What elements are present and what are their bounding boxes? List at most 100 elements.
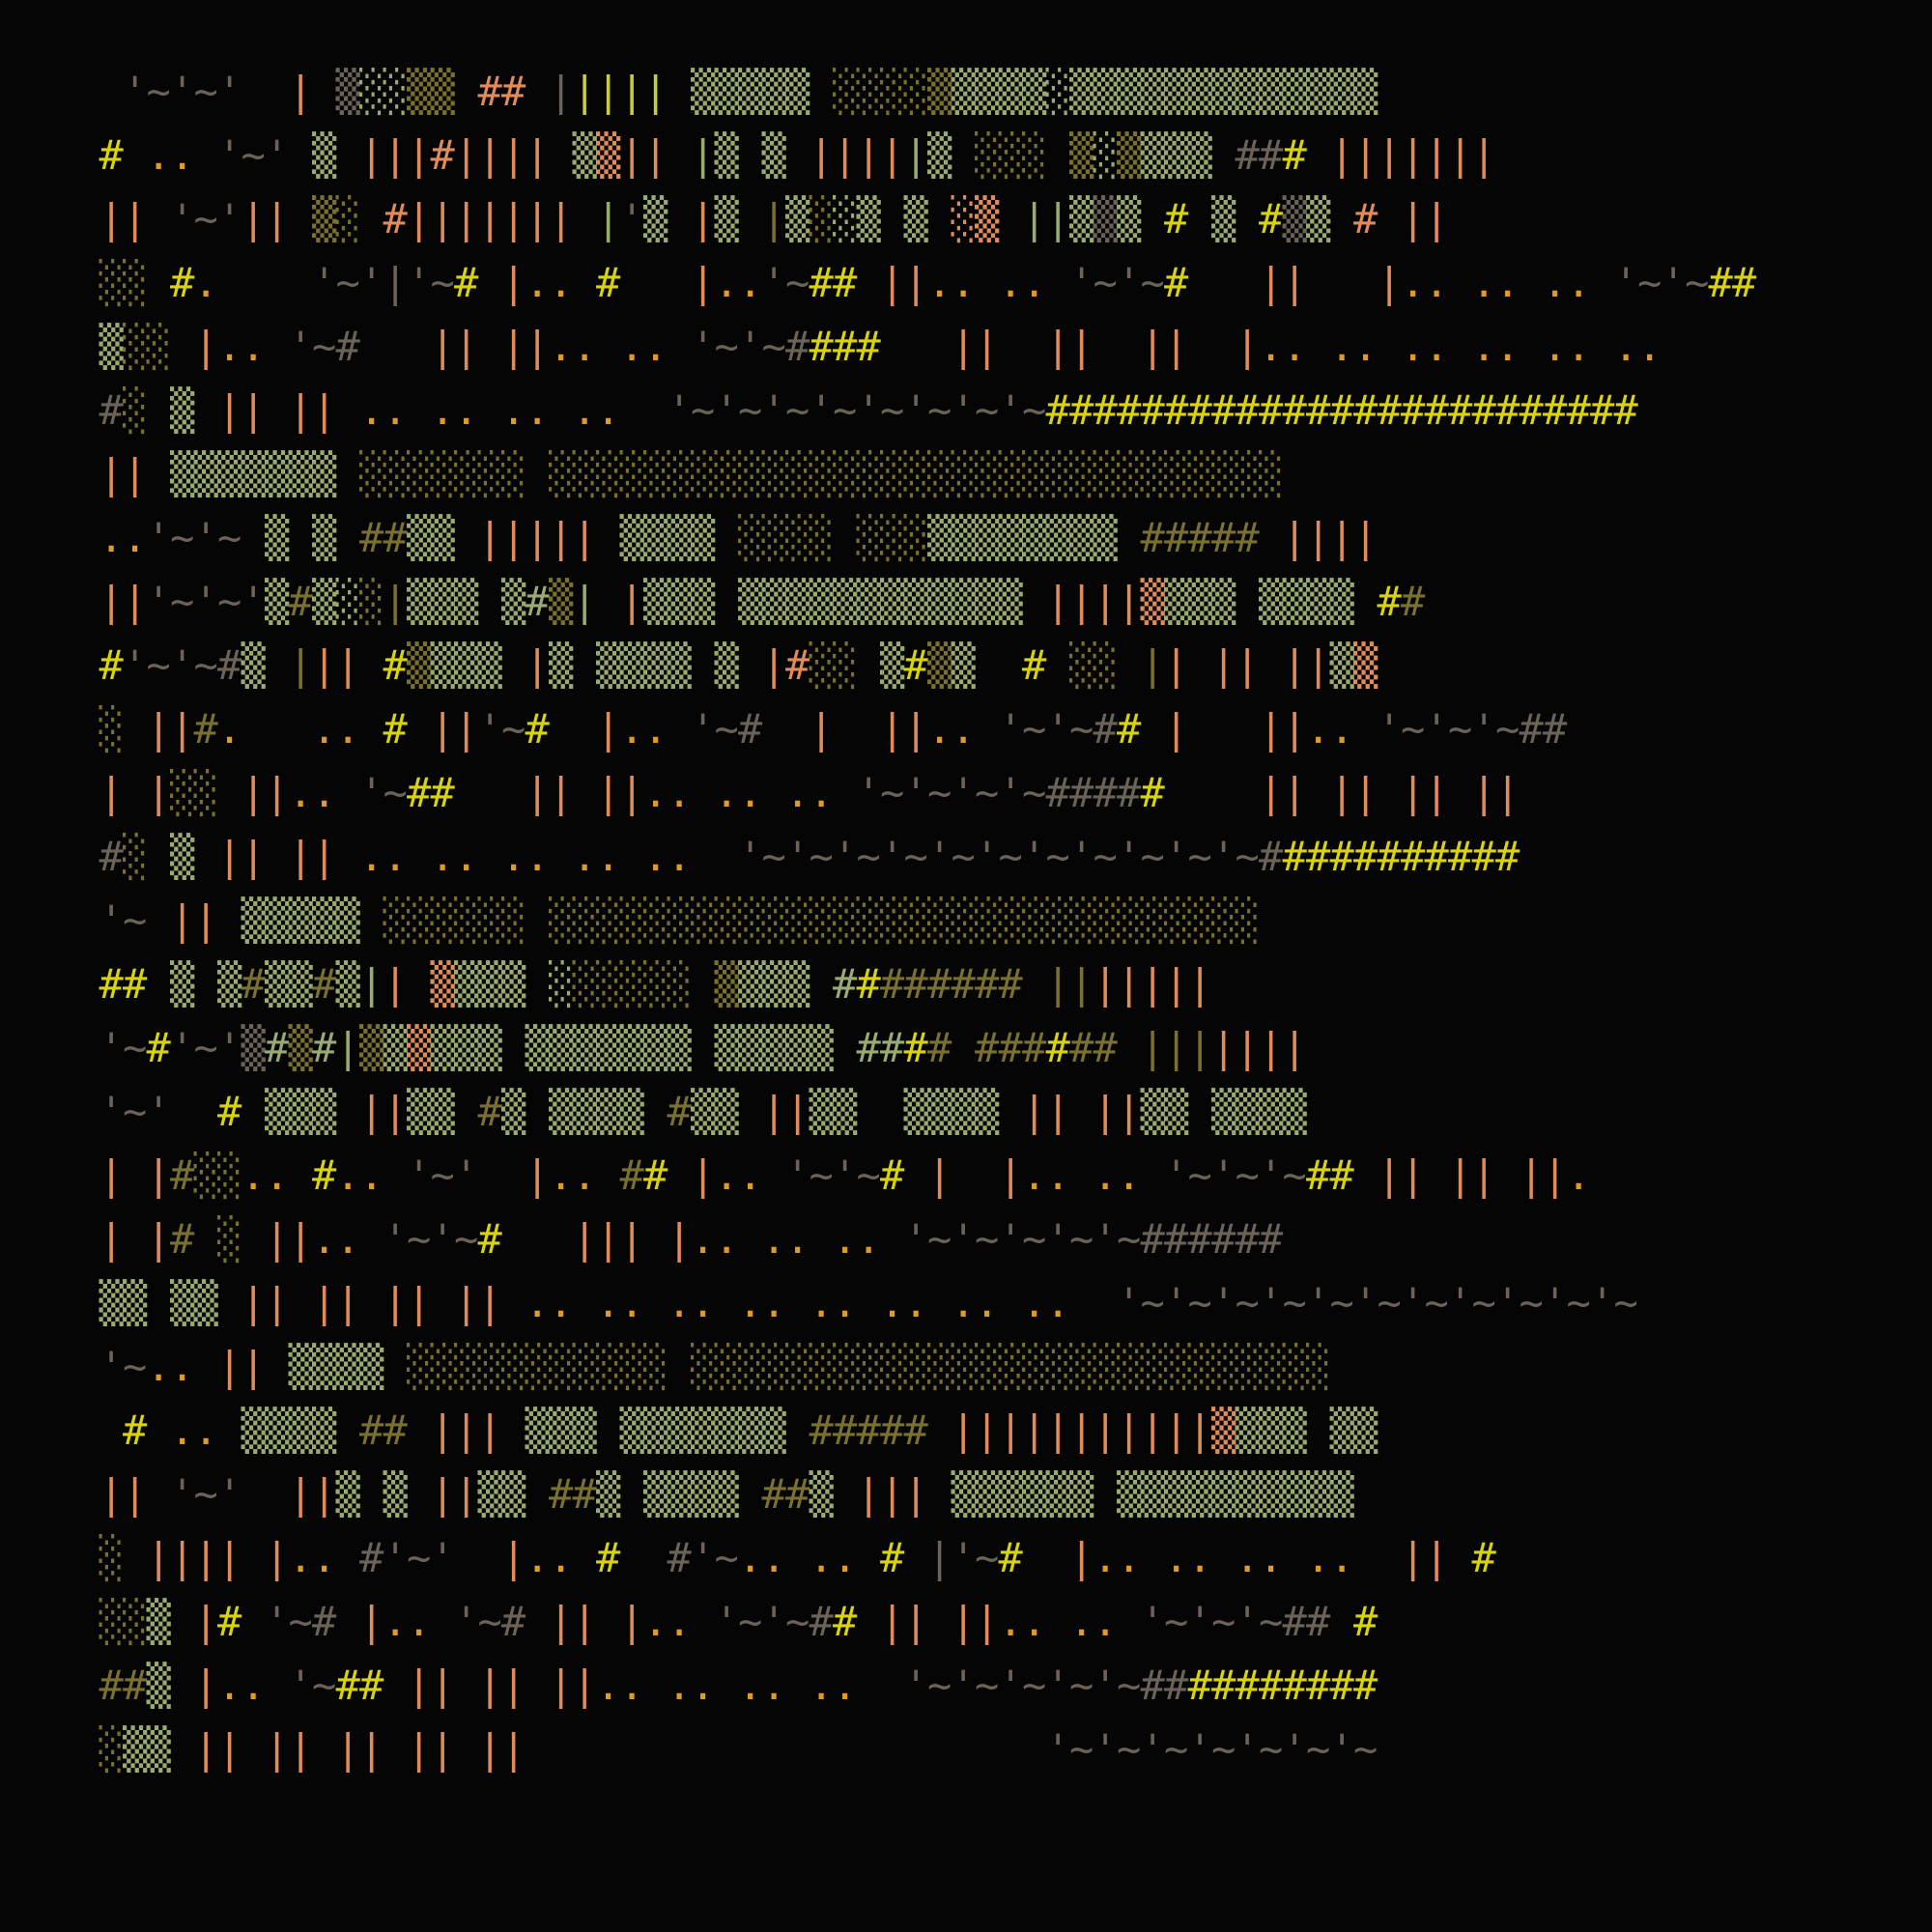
pipe-glyph: |: [572, 1215, 597, 1263]
medium-shade-block: ▒: [407, 514, 432, 561]
space-glyph: [1378, 761, 1402, 825]
hash-glyph: #: [785, 1470, 810, 1518]
period-glyph: .: [549, 1534, 574, 1581]
space-glyph: [1188, 634, 1212, 697]
pipe-glyph: |: [312, 1279, 337, 1326]
pipe-glyph: |: [691, 1151, 716, 1199]
space-glyph: [1306, 1399, 1330, 1463]
period-glyph: .: [170, 1406, 195, 1454]
period-glyph: .: [572, 1151, 597, 1199]
period-glyph: .: [407, 1598, 432, 1645]
light-shade-block: ░: [951, 1343, 976, 1390]
pipe-glyph: |: [1235, 1024, 1260, 1071]
pipe-glyph: |: [643, 68, 668, 115]
hash-glyph: #: [809, 1598, 834, 1645]
medium-shade-block: ▒: [1187, 68, 1212, 115]
medium-shade-block: ▒: [1022, 514, 1047, 561]
tilde-glyph: ~: [1471, 1279, 1496, 1326]
space-glyph: [1022, 1718, 1046, 1781]
period-glyph: .: [691, 1662, 716, 1709]
medium-shade-block: ▒: [170, 450, 195, 497]
light-shade-block: ░: [643, 1343, 668, 1390]
period-glyph: .: [809, 1279, 834, 1326]
period-glyph: .: [596, 1279, 621, 1326]
medium-shade-block: ▒: [596, 1088, 621, 1135]
tilde-glyph: ~: [217, 514, 242, 561]
space-glyph: [242, 697, 266, 761]
period-glyph: .: [1424, 259, 1449, 306]
space-glyph: [336, 1526, 360, 1590]
medium-shade-block: ▒: [1353, 68, 1378, 115]
apostrophe-glyph: ': [856, 769, 881, 816]
period-glyph: .: [619, 323, 644, 370]
pipe-glyph: |: [1022, 1088, 1047, 1135]
pipe-glyph: |: [241, 1343, 266, 1390]
pipe-glyph: |: [1282, 769, 1307, 816]
medium-shade-block: ▒: [951, 578, 976, 625]
light-shade-block: ░: [1045, 896, 1070, 944]
medium-shade-block: ▒: [241, 1406, 266, 1454]
light-shade-block: ░: [619, 450, 644, 497]
tilde-glyph: ~: [738, 1598, 763, 1645]
pipe-glyph: |: [335, 641, 360, 689]
pipe-glyph: |: [572, 514, 597, 561]
ascii-row: '~'~' | ▒░░▒▒ ## ||||| ▒▒▒▒▒ ░░░░▒▒▒▒▒░▒…: [75, 60, 1486, 124]
medium-shade-block: ▒: [217, 450, 242, 497]
medium-shade-block: ▒: [549, 641, 574, 689]
medium-shade-block: ▒: [714, 960, 739, 1008]
hash-glyph: #: [975, 1024, 1000, 1071]
space-glyph: [738, 1080, 762, 1144]
medium-shade-block: ▒: [1069, 195, 1094, 242]
pipe-glyph: |: [619, 131, 644, 179]
period-glyph: .: [525, 259, 550, 306]
hash-glyph: #: [1211, 1215, 1236, 1263]
space-glyph: [1353, 1144, 1378, 1208]
pipe-glyph: |: [1401, 769, 1426, 816]
medium-shade-block: ▒: [1069, 131, 1094, 179]
pipe-glyph: |: [501, 1662, 526, 1709]
medium-shade-block: ▒: [1069, 514, 1094, 561]
space-glyph: [596, 506, 620, 570]
medium-shade-block: ▒: [927, 131, 952, 179]
pipe-glyph: |: [1329, 514, 1354, 561]
space-glyph: [952, 124, 976, 187]
pipe-glyph: |: [407, 195, 432, 242]
hash-glyph: #: [454, 259, 479, 306]
space-glyph: [762, 1144, 786, 1208]
tilde-glyph: ~: [1093, 259, 1118, 306]
light-shade-block: ░: [454, 450, 479, 497]
space-glyph: [857, 1654, 881, 1718]
period-glyph: .: [951, 705, 976, 753]
space-glyph: [217, 251, 242, 315]
space-glyph: [1211, 761, 1236, 825]
period-glyph: .: [596, 1662, 621, 1709]
pipe-glyph: |: [1117, 578, 1142, 625]
tilde-glyph: ~: [975, 769, 1000, 816]
medium-shade-block: ▒: [856, 195, 881, 242]
medium-shade-block: ▒: [1140, 1470, 1165, 1518]
period-glyph: .: [998, 1598, 1023, 1645]
apostrophe-glyph: ': [619, 195, 644, 242]
medium-shade-block: ▒: [99, 323, 124, 370]
medium-shade-block: ▒: [1211, 1470, 1236, 1518]
space-glyph: [478, 379, 502, 442]
medium-shade-block: ▒: [383, 1470, 408, 1518]
medium-shade-block: ▒: [265, 896, 290, 944]
period-glyph: .: [1259, 323, 1284, 370]
ascii-row: '~' # ▒▒▒ ||▒▒ #▒ ▒▒▒▒ #▒▒ ||▒▒ ▒▒▒▒ || …: [75, 1080, 1486, 1144]
period-glyph: .: [761, 1215, 786, 1263]
medium-shade-block: ▒: [761, 578, 786, 625]
tilde-glyph: ~: [430, 1151, 455, 1199]
period-glyph: .: [714, 1151, 739, 1199]
pipe-glyph: |: [217, 833, 242, 880]
pipe-glyph: |: [1448, 131, 1473, 179]
medium-shade-block: ▒: [809, 578, 834, 625]
space-glyph: [999, 187, 1023, 251]
hash-glyph: #: [217, 1598, 242, 1645]
light-shade-block: ░: [596, 960, 621, 1008]
medium-shade-block: ▒: [903, 578, 928, 625]
period-glyph: .: [383, 1598, 408, 1645]
space-glyph: [857, 1271, 881, 1335]
period-glyph: .: [1022, 1279, 1047, 1326]
hash-glyph: #: [1306, 1662, 1331, 1709]
